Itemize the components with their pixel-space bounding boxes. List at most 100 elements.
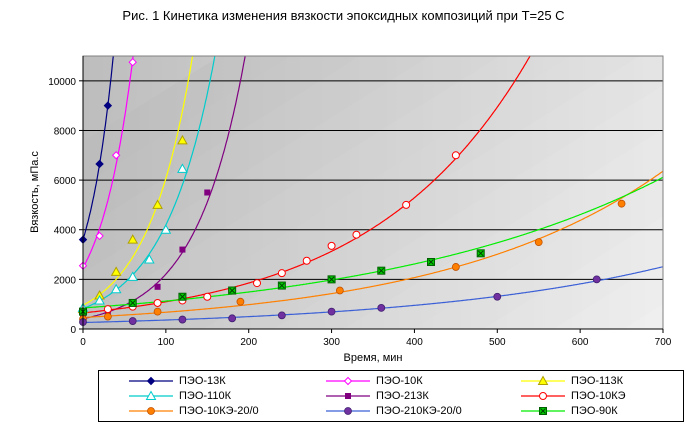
legend-swatch xyxy=(521,407,565,415)
data-point xyxy=(277,281,286,290)
x-tick-label: 300 xyxy=(323,337,340,348)
data-point xyxy=(178,315,187,324)
legend-item: ПЭО-10КЭ-20/0 xyxy=(127,404,307,418)
data-point xyxy=(95,159,104,169)
legend-swatch xyxy=(129,407,173,415)
legend-swatch xyxy=(326,393,370,399)
data-point xyxy=(110,283,122,294)
legend-label: ПЭО-10КЭ-20/0 xyxy=(179,405,259,417)
y-tick-label: 10000 xyxy=(48,77,76,88)
data-point xyxy=(160,224,172,234)
data-point xyxy=(377,304,386,312)
legend-label: ПЭО-110К xyxy=(179,390,231,402)
data-point xyxy=(451,151,460,160)
legend-swatch xyxy=(521,375,565,385)
trend-line-4 xyxy=(83,56,216,310)
data-point xyxy=(277,311,286,320)
legend-swatch xyxy=(521,392,565,400)
trend-line-2 xyxy=(83,56,134,268)
data-point xyxy=(128,57,137,67)
data-markers xyxy=(77,57,626,326)
chart-title: Рис. 1 Кинетика изменения вязкости эпокс… xyxy=(122,8,565,23)
y-axis-label: Вязкость, мПа.с xyxy=(29,151,41,233)
trend-line-3 xyxy=(83,56,194,306)
data-point xyxy=(110,266,122,276)
data-point xyxy=(128,298,137,307)
data-point xyxy=(277,269,286,278)
data-point xyxy=(143,253,155,264)
data-point xyxy=(335,286,344,295)
data-point xyxy=(179,246,186,253)
legend-swatch xyxy=(326,376,370,386)
legend-swatch xyxy=(129,390,173,400)
data-point xyxy=(103,305,112,314)
data-point xyxy=(327,275,336,284)
x-tick-label: 200 xyxy=(240,337,257,348)
data-point xyxy=(94,294,105,305)
data-point xyxy=(327,241,336,250)
legend-item: ПЭО-113К xyxy=(519,374,687,388)
trend-line-7 xyxy=(83,170,663,319)
legend-label: ПЭО-213К xyxy=(376,390,429,402)
data-point xyxy=(534,238,543,247)
y-tick-label: 0 xyxy=(70,325,76,336)
data-point xyxy=(103,101,113,110)
data-point xyxy=(103,312,112,321)
data-point xyxy=(152,199,163,209)
legend-label: ПЭО-10К xyxy=(376,375,423,387)
data-point xyxy=(253,279,261,288)
legend: ПЭО-13К ПЭО-10К ПЭО-113К ПЭО-110К ПЭО-213К ПЭ… xyxy=(98,370,684,422)
data-point xyxy=(203,292,212,301)
data-point xyxy=(427,257,435,266)
legend-item: ПЭО-10КЭ xyxy=(519,389,687,403)
legend-label: ПЭО-113К xyxy=(571,375,623,387)
legend-label: ПЭО-10КЭ xyxy=(571,390,626,402)
data-point xyxy=(236,297,245,306)
y-tick-label: 2000 xyxy=(54,275,77,286)
data-point xyxy=(302,256,311,265)
legend-item: ПЭО-213К xyxy=(324,389,504,403)
data-point xyxy=(352,230,361,239)
data-point xyxy=(476,249,485,258)
x-tick-label: 100 xyxy=(158,337,175,348)
data-point xyxy=(177,163,188,173)
x-tick-label: 700 xyxy=(655,337,672,348)
legend-item: ПЭО-13К xyxy=(127,374,307,388)
viscosity-chart: 0 100 200 300 400 500 600 700 0 2000 4000 6000 8000 1… xyxy=(29,55,672,364)
data-point xyxy=(178,292,187,301)
data-point xyxy=(377,266,386,275)
data-point xyxy=(228,314,237,323)
x-tick-label: 500 xyxy=(489,337,506,348)
x-tick-label: 600 xyxy=(572,337,589,348)
data-point xyxy=(228,286,237,295)
data-point xyxy=(111,151,121,160)
data-point xyxy=(127,234,139,244)
trend-line-1 xyxy=(83,56,114,240)
legend-label: ПЭО-13К xyxy=(179,375,226,387)
data-point xyxy=(128,317,137,325)
legend-item: ПЭО-10К xyxy=(324,374,504,388)
legend-swatch xyxy=(326,407,370,415)
axes: 0 100 200 300 400 500 600 700 0 2000 4000 6000 8000 1… xyxy=(48,55,672,348)
data-point xyxy=(327,307,336,316)
data-point xyxy=(127,271,139,281)
y-tick-label: 8000 xyxy=(54,126,77,137)
grid-lines xyxy=(83,80,663,280)
x-tick-label: 0 xyxy=(80,337,86,348)
legend-item: ПЭО-210КЭ-20/0 xyxy=(324,404,504,418)
data-point xyxy=(493,292,502,301)
data-point xyxy=(402,200,411,209)
legend-swatch xyxy=(129,376,173,386)
y-tick-label: 6000 xyxy=(54,176,77,187)
legend-item: ПЭО-90К xyxy=(519,404,687,418)
x-axis-label: Время, мин xyxy=(344,352,403,364)
legend-label: ПЭО-90К xyxy=(571,405,618,417)
data-point xyxy=(204,189,211,196)
data-point xyxy=(592,275,601,284)
y-tick-label: 4000 xyxy=(54,226,77,237)
legend-label: ПЭО-210КЭ-20/0 xyxy=(376,405,462,417)
data-point xyxy=(153,298,162,307)
data-point xyxy=(154,283,161,290)
data-point xyxy=(177,134,188,145)
data-point xyxy=(617,199,626,208)
